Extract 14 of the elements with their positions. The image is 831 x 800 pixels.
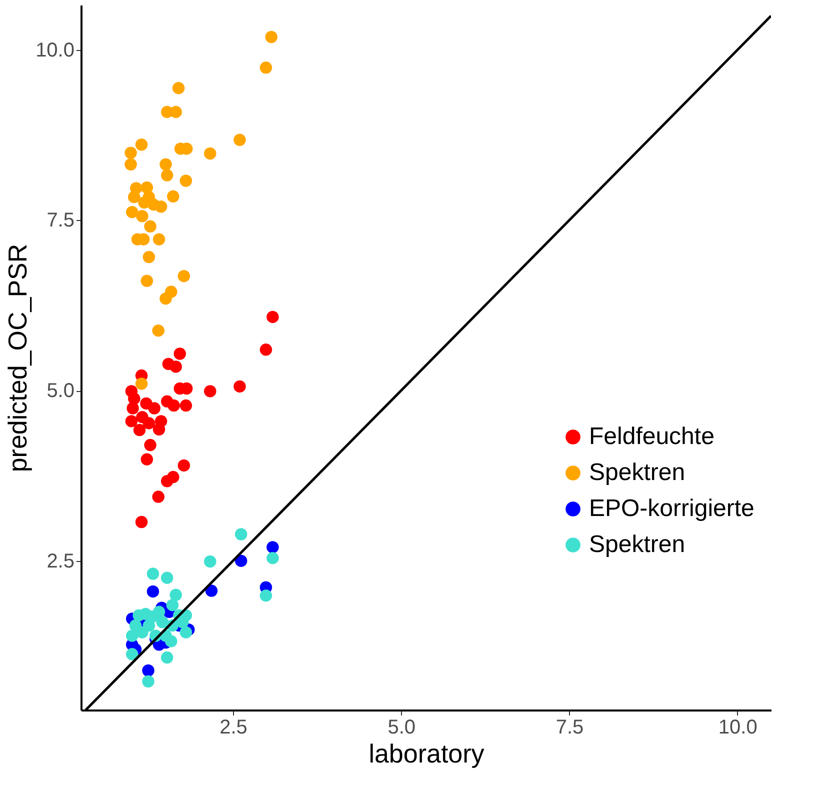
legend-label: Feldfeuchte xyxy=(589,423,714,450)
x-tick-label: 7.5 xyxy=(556,716,584,738)
y-tick-label: 10.0 xyxy=(36,39,74,62)
x-tick-label: 2.5 xyxy=(220,716,248,738)
x-axis-title: laboratory xyxy=(368,738,484,768)
y-tick-label: 5.0 xyxy=(46,380,74,402)
legend-label: Spektren xyxy=(589,459,686,486)
x-tick-label: 10.0 xyxy=(718,716,758,738)
legend-label: EPO-korrigierte xyxy=(589,495,754,522)
legend-label: Spektren xyxy=(589,531,686,558)
x-tick-label: 5.0 xyxy=(388,716,416,738)
y-tick-label: 2.5 xyxy=(46,550,74,572)
y-tick-label: 7.5 xyxy=(46,210,74,232)
y-axis-title: predicted_OC_PSR xyxy=(2,244,33,472)
